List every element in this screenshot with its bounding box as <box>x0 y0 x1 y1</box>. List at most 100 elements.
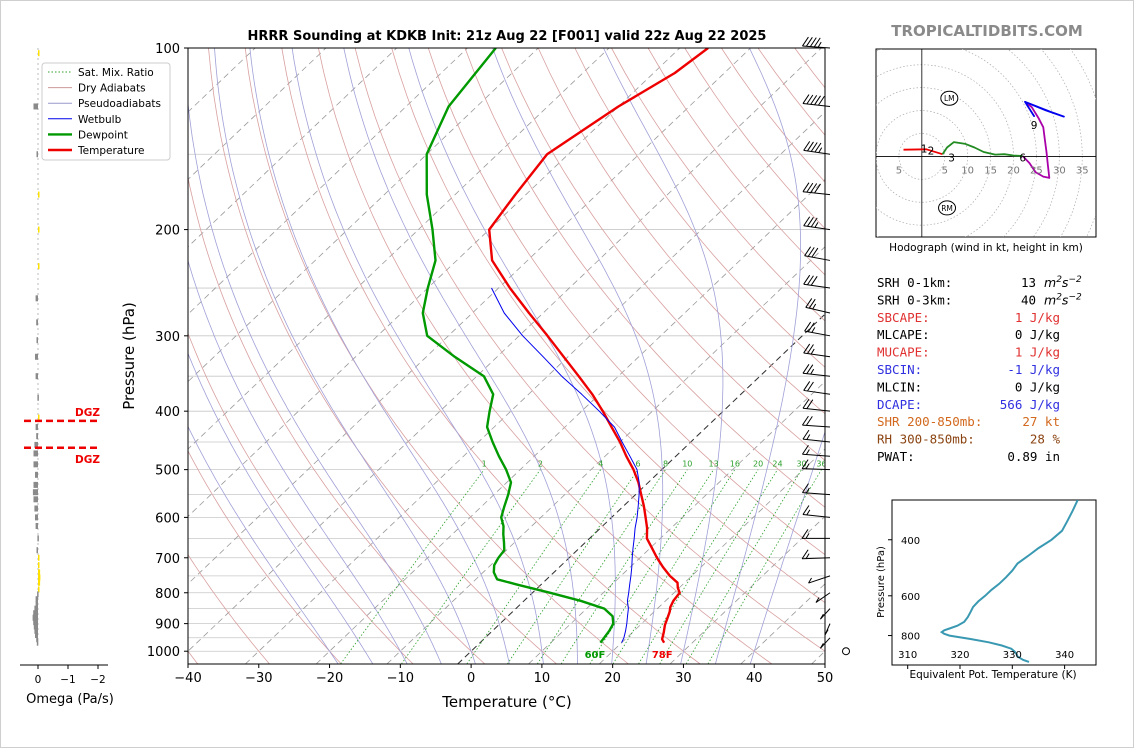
wind-barb-staff <box>803 225 831 231</box>
wind-barb-staff <box>802 103 831 107</box>
wind-barb-flag <box>801 459 809 469</box>
param-label: MLCAPE: <box>877 327 930 342</box>
theta-e-x-tick-label: 340 <box>1055 650 1074 661</box>
wind-barb-flag <box>807 217 814 227</box>
y-tick-label: 600 <box>155 511 180 526</box>
dry-adiabat <box>318 48 773 664</box>
mixing-ratio-line <box>560 469 688 664</box>
wind-barb-flag <box>803 343 811 354</box>
moist-adiabat <box>749 430 825 664</box>
hodograph-trace <box>1022 101 1051 179</box>
dry-adiabat <box>188 175 486 664</box>
wind-barb-flag <box>814 142 822 153</box>
omega-panel: 0 −1 −2 DGZ DGZ <box>20 48 108 686</box>
wind-barb-staff <box>803 283 831 289</box>
param-value: 27 kt <box>1022 414 1060 429</box>
wind-barb-flag <box>808 298 816 309</box>
moist-adiabat <box>249 48 510 664</box>
y-tick-label: 1000 <box>147 645 180 660</box>
legend-label: Sat. Mix. Ratio <box>78 67 154 79</box>
mixing-ratio-line <box>659 469 778 664</box>
omega-bar <box>35 596 38 603</box>
theta-e-x-tick-label: 330 <box>1003 650 1022 661</box>
wind-barbs <box>801 36 850 656</box>
wind-barb-staff <box>802 407 831 412</box>
omega-axis-label: Omega (Pa/s) <box>26 692 114 707</box>
wind-barb-half-flag <box>814 222 819 228</box>
omega-bar <box>34 627 38 634</box>
omega-bar <box>33 623 38 630</box>
param-label: MUCAPE: <box>877 345 930 360</box>
wind-barb-flag <box>805 416 813 426</box>
mixing-ratio-label: 10 <box>682 460 692 469</box>
mixing-ratio-line <box>638 469 759 664</box>
hodograph-labels: 5 5 10 15 20 25 30 35 1 2 3 6 9 LM RM <box>896 90 1089 216</box>
mixing-ratio-label: 24 <box>772 460 782 469</box>
wind-barb-half-flag <box>819 643 824 649</box>
wind-barb-flag <box>806 399 814 409</box>
source-watermark: TROPICALTIDBITS.COM <box>891 22 1083 40</box>
theta-e-frame <box>891 499 1097 666</box>
surface-annotation: 78F <box>652 650 673 661</box>
theta-e-y-tick-label: 600 <box>901 592 920 603</box>
moist-adiabat <box>188 352 374 664</box>
wind-barb-flag <box>801 529 809 539</box>
legend-box <box>41 62 171 161</box>
omega-bar <box>36 636 38 643</box>
isotherm <box>188 48 397 248</box>
wind-barb-half-flag <box>805 533 810 539</box>
x-tick-label: −10 <box>387 671 414 686</box>
param-label: PWAT: <box>877 449 915 464</box>
omega-x-tick-label: 0 <box>35 674 42 686</box>
hodograph-height-label: 1 <box>921 143 928 155</box>
omega-bar <box>34 505 38 512</box>
x-tick-label: −30 <box>245 671 272 686</box>
hodograph-trace <box>941 141 1023 157</box>
y-tick-label: 500 <box>155 464 180 479</box>
omega-bar <box>38 554 40 561</box>
hodograph-height-label: 6 <box>1019 152 1026 164</box>
omega-bar <box>36 151 38 158</box>
wind-barb-staff <box>804 330 831 337</box>
wind-barb-half-flag <box>805 553 810 559</box>
wind-barb-flag <box>804 246 812 256</box>
hodograph-ring-label: 35 <box>1076 165 1089 176</box>
omega-bar <box>35 600 38 607</box>
skewt-axes: −40 −30 −20 −10 0 10 20 30 40 50 100 200 300 400 500 60… <box>147 42 833 686</box>
wind-barb-flag <box>807 381 814 392</box>
calm-wind-circle <box>842 647 850 656</box>
hodograph-trace <box>903 148 943 156</box>
y-tick-label: 100 <box>155 42 180 57</box>
wind-barb-flag <box>810 95 818 105</box>
omega-bar <box>35 514 38 521</box>
theta-e-xlabel: Equivalent Pot. Temperature (K) <box>909 669 1076 681</box>
theta-e-panel: 310 320 330 340 400 600 800 <box>888 500 1079 669</box>
y-tick-label: 800 <box>155 587 180 602</box>
wind-barb-flag <box>802 483 809 493</box>
mixing-ratio-label: 16 <box>730 460 740 469</box>
omega-bar <box>38 586 40 593</box>
moist-adiabat <box>188 99 442 664</box>
hodograph-ring-label: 5 <box>942 165 948 176</box>
wind-barb-half-flag <box>811 327 816 333</box>
wind-barb-flag <box>802 505 810 515</box>
wind-barb-flag <box>806 182 814 193</box>
hodograph-height-label: 9 <box>1031 120 1038 132</box>
dry-adiabat <box>574 48 825 368</box>
x-tick-label: −40 <box>174 671 201 686</box>
omega-bar <box>36 639 39 646</box>
omega-bar <box>38 414 40 421</box>
omega-bar <box>33 103 38 110</box>
wind-barb-flag <box>802 364 810 374</box>
param-label: SHR 200-850mb: <box>877 414 982 429</box>
dry-adiabat <box>427 48 825 556</box>
legend: Sat. Mix. Ratio Dry Adiabats Pseudoadiabat… <box>41 62 171 161</box>
omega-bar <box>35 353 38 360</box>
moist-adiabat <box>492 48 664 664</box>
mixing-ratio-line <box>466 469 602 664</box>
theta-e-x-tick-label: 320 <box>950 650 969 661</box>
wind-barb-flag <box>804 321 812 332</box>
wind-barb-flag <box>807 247 815 257</box>
